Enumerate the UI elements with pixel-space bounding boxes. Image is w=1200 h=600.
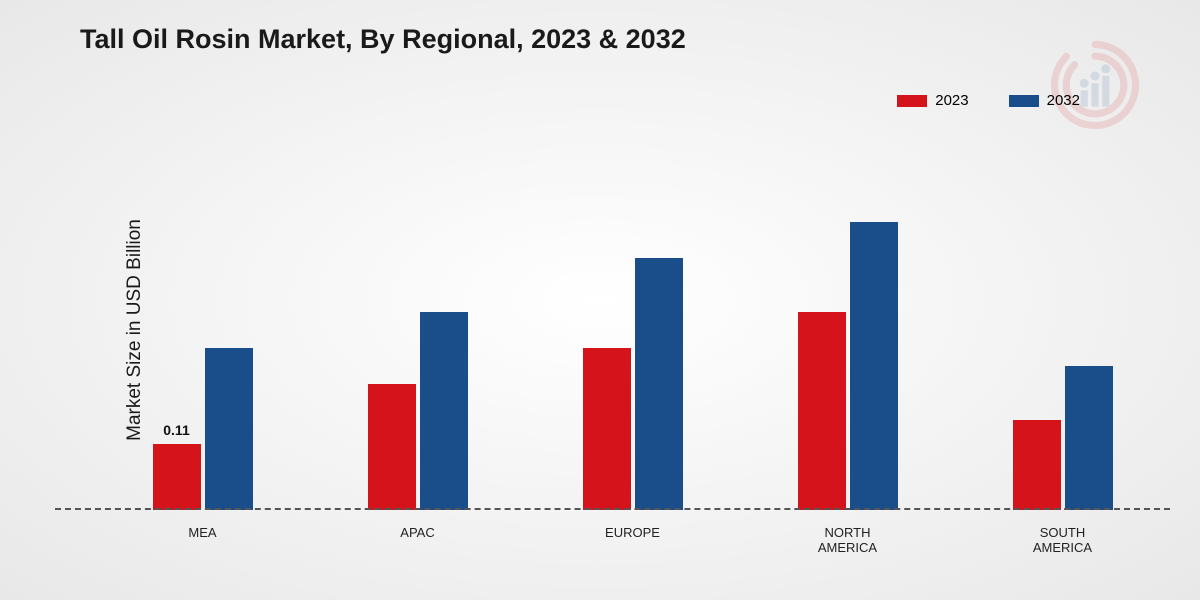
x-axis-labels: MEA APAC EUROPE NORTH AMERICA SOUTH AMERICA — [95, 525, 1170, 556]
legend-swatch — [1009, 95, 1039, 107]
bar-groups: 0.11 — [95, 150, 1170, 510]
bar — [368, 384, 416, 510]
legend-item: 2023 — [897, 92, 968, 109]
bar-group: 0.11 — [143, 348, 263, 510]
watermark-logo — [1050, 40, 1140, 130]
bar: 0.11 — [153, 444, 201, 510]
legend-label: 2032 — [1047, 92, 1080, 109]
bar — [850, 222, 898, 510]
bar-group — [788, 222, 908, 510]
legend: 2023 2032 — [897, 92, 1080, 109]
legend-label: 2023 — [935, 92, 968, 109]
bar — [1013, 420, 1061, 510]
chart-area: 0.11 — [95, 150, 1170, 510]
bar — [420, 312, 468, 510]
legend-item: 2032 — [1009, 92, 1080, 109]
x-axis-label: EUROPE — [573, 525, 693, 556]
bar-group — [573, 258, 693, 510]
bar — [583, 348, 631, 510]
bar — [798, 312, 846, 510]
x-axis-label: MEA — [143, 525, 263, 556]
x-axis-label: SOUTH AMERICA — [1003, 525, 1123, 556]
bar-group — [358, 312, 478, 510]
baseline — [55, 508, 1170, 510]
bar-group — [1003, 366, 1123, 510]
x-axis-label: APAC — [358, 525, 478, 556]
bar — [205, 348, 253, 510]
bar — [1065, 366, 1113, 510]
bar-value-label: 0.11 — [163, 422, 189, 438]
x-axis-label: NORTH AMERICA — [788, 525, 908, 556]
bar — [635, 258, 683, 510]
legend-swatch — [897, 95, 927, 107]
chart-title: Tall Oil Rosin Market, By Regional, 2023… — [80, 24, 686, 55]
